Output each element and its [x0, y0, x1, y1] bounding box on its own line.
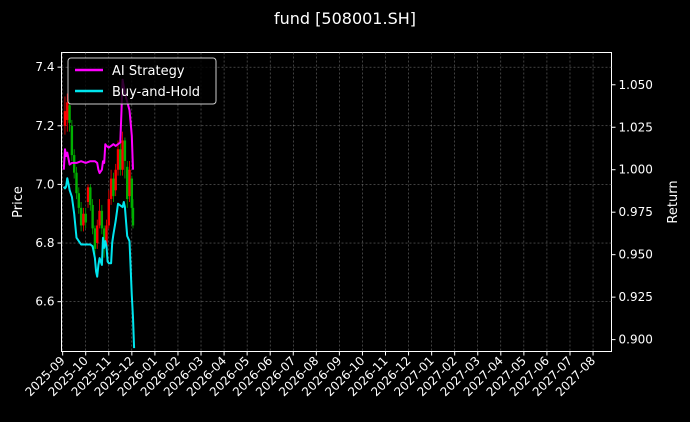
y-right-tick-label: 0.975 — [619, 205, 653, 219]
chart-title: fund [508001.SH] — [274, 9, 416, 28]
grid-lines — [61, 52, 612, 352]
y-right-tick-label: 0.900 — [619, 333, 653, 347]
candle — [84, 207, 87, 229]
candle-body — [123, 140, 127, 161]
candle — [77, 187, 80, 214]
candle-body — [130, 178, 134, 208]
candle-body — [102, 228, 106, 246]
y-left-tick-label: 7.4 — [35, 60, 54, 74]
candle — [66, 93, 69, 132]
candle — [89, 184, 92, 211]
candle-body — [93, 228, 97, 249]
candle — [131, 199, 135, 229]
candle — [82, 207, 85, 232]
candle-body — [89, 187, 92, 205]
candle — [93, 225, 97, 255]
candle — [126, 160, 129, 208]
candle — [91, 199, 94, 235]
candle-body — [84, 213, 87, 223]
y-right-tick-label: 0.925 — [619, 290, 653, 304]
candle-body — [131, 207, 135, 226]
candle — [79, 202, 83, 232]
y-left-tick-label: 7.0 — [35, 177, 54, 191]
candle-body — [98, 210, 101, 226]
candle — [112, 172, 115, 202]
legend-box — [67, 57, 217, 105]
right-axis: 0.900 0.925 0.950 0.975 1.000 1.025 1.050 — [611, 78, 653, 347]
right-axis-label: Return — [666, 180, 681, 223]
candle — [75, 166, 78, 200]
candle-body — [116, 149, 120, 170]
candle-body — [126, 166, 129, 200]
candle-body — [121, 140, 124, 170]
candle-body — [119, 149, 122, 170]
candle — [96, 219, 99, 249]
candle-body — [96, 225, 99, 244]
candle — [63, 96, 67, 135]
legend: AI Strategy Buy-and-Hold — [67, 57, 217, 105]
legend-label-ai-strategy: AI Strategy — [112, 64, 185, 79]
candle-body — [75, 172, 78, 194]
x-axis: 2025-092025-102025-112025-122026-012026-… — [22, 351, 598, 399]
left-axis: 6.6 6.8 7.0 7.2 7.4 — [35, 60, 62, 309]
candle-body — [109, 178, 113, 200]
candle-body — [107, 199, 110, 226]
y-right-tick-label: 1.000 — [619, 163, 653, 177]
candle-body — [70, 125, 74, 156]
candle-body — [100, 210, 104, 229]
candle-body — [128, 169, 131, 197]
y-right-tick-label: 1.025 — [619, 120, 653, 134]
candle-body — [91, 204, 94, 229]
y-right-tick-label: 1.050 — [619, 78, 653, 92]
candle-body — [112, 178, 115, 197]
candle-body — [68, 105, 71, 123]
y-right-tick-label: 0.950 — [619, 248, 653, 262]
candle — [70, 119, 74, 161]
candle-body — [79, 207, 83, 226]
candle — [116, 140, 120, 176]
candle — [100, 204, 104, 235]
candle-body — [105, 225, 108, 246]
candle-body — [77, 193, 80, 208]
candle — [123, 137, 127, 179]
candle — [114, 163, 117, 197]
candle-body — [63, 111, 67, 126]
candle — [107, 190, 110, 229]
y-left-tick-label: 6.6 — [35, 295, 54, 309]
candle-body — [86, 187, 90, 202]
y-left-tick-label: 6.8 — [35, 236, 54, 250]
candle — [128, 160, 131, 202]
candlesticks — [63, 93, 135, 258]
left-axis-label: Price — [11, 186, 26, 218]
legend-label-buy-and-hold: Buy-and-Hold — [112, 85, 200, 100]
candle-body — [66, 102, 69, 120]
candle — [86, 184, 90, 208]
candle-body — [82, 213, 85, 226]
candle — [98, 199, 101, 229]
candle — [109, 169, 113, 205]
candle — [68, 99, 71, 132]
series-line-buy-and-hold — [62, 177, 136, 349]
y-left-tick-label: 7.2 — [35, 119, 54, 133]
candle-body — [114, 169, 117, 191]
candle — [121, 131, 124, 176]
